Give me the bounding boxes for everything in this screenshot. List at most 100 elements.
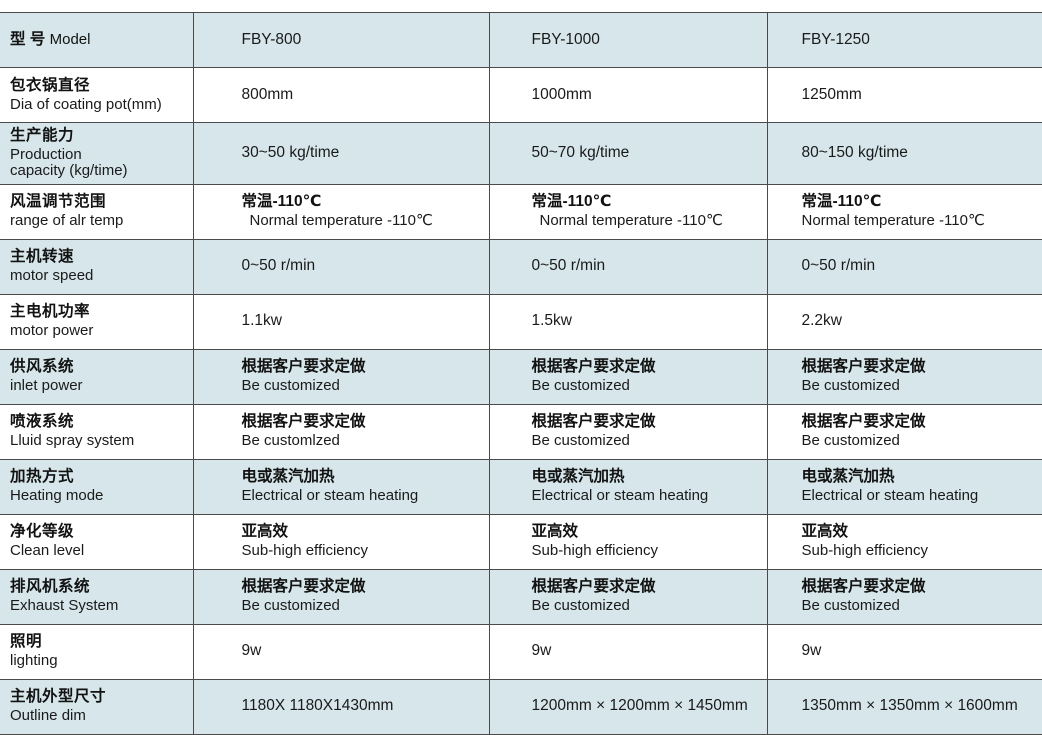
cell-value: 1000mm [532,86,767,105]
cell-value-en: Be customized [532,432,767,450]
table-row-label-model: 型 号 Model [0,13,193,68]
cell-value-cn: 常温-110℃ [532,193,767,212]
cell-value-cn: 根据客户要求定做 [532,413,767,432]
row-label-single: 型 号 Model [10,31,193,49]
cell-content: 1350mm × 1350mm × 1600mm [768,693,1042,720]
cell-value-cn: 电或蒸汽加热 [242,468,489,487]
cell-content: FBY-1250 [768,27,1042,54]
cell-value-en: Be customized [242,597,489,615]
cell-value-cn: 根据客户要求定做 [532,578,767,597]
row-label-cn: 加热方式 [10,468,193,486]
table-cell-motor-speed-v1: 0~50 r/min [193,239,489,294]
table-cell-motor-power-v2: 1.5kw [489,294,767,349]
table-cell-outline-dimension-v1: 1180X 1180X1430mm [193,679,489,734]
table-cell-pot-diameter-v3: 1250mm [767,68,1042,123]
cell-value: 0~50 r/min [532,257,767,276]
table-cell-motor-power-v1: 1.1kw [193,294,489,349]
table-cell-production-capacity-v1: 30~50 kg/time [193,123,489,185]
cell-value: 0~50 r/min [802,257,1042,276]
cell-value-en: Be customized [802,377,1042,395]
cell-value: 0~50 r/min [242,257,489,276]
table-cell-pot-diameter-v2: 1000mm [489,68,767,123]
row-label-en: inlet power [10,377,193,395]
table-cell-lighting-v2: 9w [489,624,767,679]
cell-value-en: Be customized [802,432,1042,450]
cell-content: 800mm [194,82,489,109]
cell-content: 1000mm [490,82,767,109]
table-cell-pot-diameter-v1: 800mm [193,68,489,123]
cell-value-en: Normal temperature -110℃ [242,212,489,230]
cell-value: 1.1kw [242,312,489,331]
cell-value-en: Normal temperature -110℃ [532,212,767,230]
cell-content: 2.2kw [768,308,1042,335]
cell-value: 1180X 1180X1430mm [242,697,489,716]
table-cell-production-capacity-v2: 50~70 kg/time [489,123,767,185]
cell-value-en: Sub-high efficiency [242,542,489,560]
row-label-cn: 净化等级 [10,523,193,541]
cell-value-cn: 根据客户要求定做 [242,413,489,432]
cell-value-cn: 常温-110℃ [802,193,1042,212]
table-cell-motor-speed-v3: 0~50 r/min [767,239,1042,294]
cell-value: 80~150 kg/time [802,144,1042,163]
cell-value-cn: 根据客户要求定做 [802,358,1042,377]
row-label-en: motor power [10,322,193,340]
cell-value-cn: 亚高效 [802,523,1042,542]
label-content: 型 号 Model [0,27,193,53]
cell-value: 9w [802,642,1042,661]
table-cell-lighting-v3: 9w [767,624,1042,679]
row-label-cn: 喷液系统 [10,413,193,431]
cell-value-cn: 根据客户要求定做 [242,358,489,377]
cell-value-cn: 常温-110℃ [242,193,489,212]
table-cell-outline-dimension-v3: 1350mm × 1350mm × 1600mm [767,679,1042,734]
cell-value-en: Be customlzed [242,432,489,450]
cell-value-en: Electrical or steam heating [532,487,767,505]
cell-value-en: Sub-high efficiency [802,542,1042,560]
cell-content: 9w [768,638,1042,665]
cell-value-cn: 亚高效 [242,523,489,542]
row-label-cn: 生产能力 [10,127,193,145]
row-label-cn: 主机转速 [10,248,193,266]
row-label-cn: 排风机系统 [10,578,193,596]
cell-content: 1250mm [768,82,1042,109]
cell-value-cn: 根据客户要求定做 [242,578,489,597]
cell-value-en: Sub-high efficiency [532,542,767,560]
cell-value-en: Be customized [532,597,767,615]
cell-value-en: Electrical or steam heating [242,487,489,505]
cell-value: 1250mm [802,86,1042,105]
cell-value-en: Be customized [532,377,767,395]
cell-value: FBY-800 [242,31,489,50]
